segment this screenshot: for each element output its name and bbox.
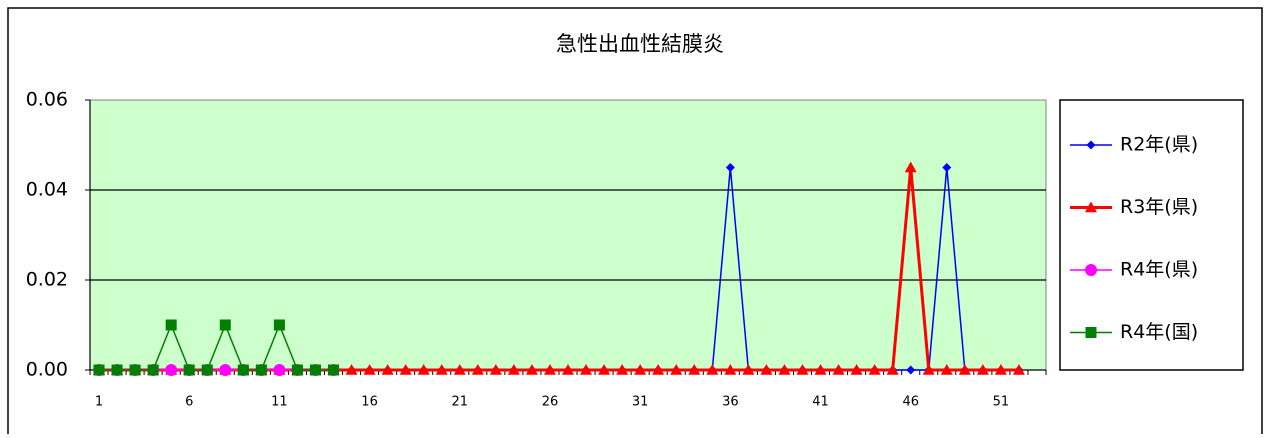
data-point — [958, 364, 971, 375]
data-point — [832, 364, 845, 375]
data-point — [165, 319, 177, 331]
data-point — [543, 364, 556, 375]
legend-label: R2年(県) — [1120, 134, 1198, 156]
data-point — [273, 364, 286, 376]
data-point — [760, 364, 773, 375]
data-point — [471, 364, 484, 375]
data-point — [814, 364, 827, 375]
legend-marker — [1085, 201, 1097, 213]
data-point — [219, 319, 231, 331]
data-point — [147, 364, 159, 376]
legend-label: R4年(国) — [1120, 321, 1198, 343]
legend-marker — [1086, 140, 1096, 150]
legend-label: R4年(県) — [1120, 259, 1198, 281]
x-tick-label: 26 — [542, 395, 559, 410]
x-tick-label: 11 — [271, 395, 288, 410]
data-point — [976, 364, 989, 375]
data-point — [940, 364, 953, 375]
x-tick-label: 16 — [361, 395, 378, 410]
data-point — [796, 364, 809, 375]
data-point — [453, 364, 466, 375]
data-point — [580, 364, 593, 375]
data-point — [255, 364, 267, 376]
data-point — [237, 364, 249, 376]
y-tick-label: 0.04 — [26, 179, 68, 201]
data-point — [345, 364, 358, 375]
data-point — [111, 364, 123, 376]
data-point — [219, 364, 232, 376]
data-point — [706, 364, 719, 375]
x-tick-label: 1 — [95, 395, 103, 410]
data-point — [724, 364, 737, 375]
data-point — [507, 364, 520, 375]
y-tick-label: 0.00 — [26, 359, 68, 381]
legend-label: R3年(県) — [1120, 196, 1198, 218]
x-tick-label: 6 — [185, 395, 193, 410]
data-point — [309, 364, 321, 376]
x-tick-label: 21 — [452, 395, 469, 410]
data-point — [525, 364, 538, 375]
x-tick-label: 36 — [722, 395, 739, 410]
data-point — [273, 319, 285, 331]
x-tick-label: 51 — [993, 395, 1010, 410]
y-tick-label: 0.06 — [26, 89, 68, 111]
data-point — [922, 364, 935, 375]
legend-marker — [1085, 327, 1097, 338]
data-point — [201, 364, 213, 376]
data-point — [417, 364, 430, 375]
data-point — [598, 364, 611, 375]
data-point — [994, 364, 1007, 375]
x-tick-label: 46 — [902, 395, 919, 410]
y-tick-label: 0.02 — [26, 269, 68, 291]
data-point — [688, 364, 701, 375]
data-point — [489, 364, 502, 375]
data-point — [328, 364, 340, 376]
data-point — [562, 364, 574, 375]
data-point — [906, 365, 916, 375]
data-point — [399, 364, 412, 375]
legend-marker — [1085, 264, 1097, 276]
data-point — [886, 364, 899, 375]
x-tick-label: 41 — [812, 395, 829, 410]
data-point — [634, 364, 647, 375]
x-tick-label: 31 — [632, 395, 649, 410]
data-point — [850, 364, 863, 375]
data-point — [165, 364, 178, 376]
data-point — [381, 364, 394, 375]
plot-area — [89, 99, 1047, 371]
data-point — [129, 364, 141, 376]
data-point — [778, 364, 791, 375]
data-point — [363, 364, 376, 375]
data-point — [904, 161, 917, 173]
data-point — [670, 364, 683, 375]
data-point — [742, 364, 755, 375]
data-point — [291, 364, 303, 376]
data-point — [435, 364, 448, 375]
data-point — [652, 364, 665, 375]
data-point — [868, 364, 881, 375]
data-point — [616, 364, 629, 375]
data-point — [93, 364, 105, 376]
data-point — [183, 364, 195, 376]
data-point — [1012, 364, 1025, 375]
data-point — [725, 163, 735, 172]
data-point — [942, 163, 952, 172]
chart-title: 急性出血性結膜炎 — [556, 32, 724, 56]
